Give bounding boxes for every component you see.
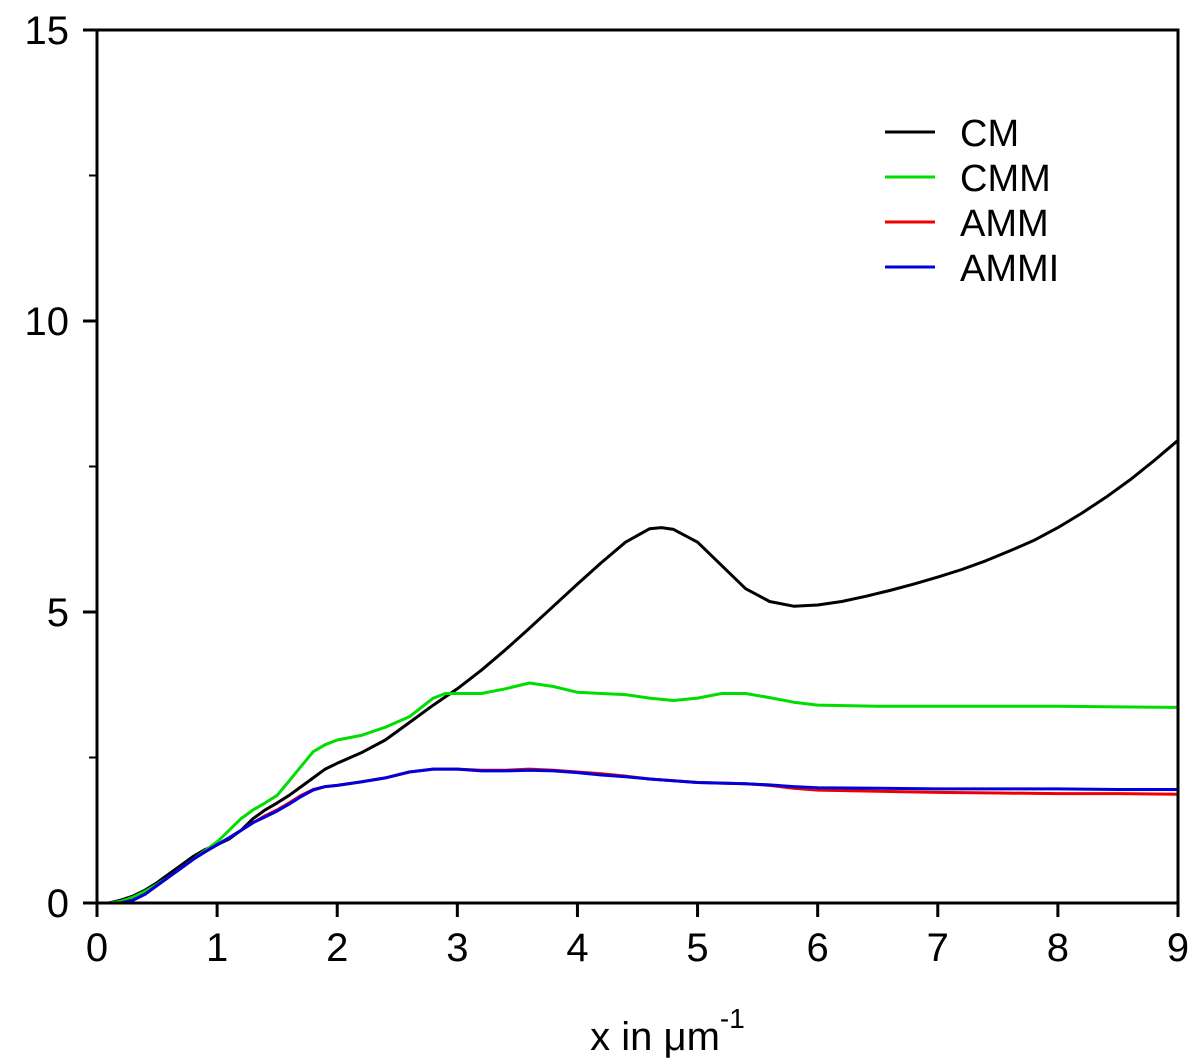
x-axis-label-exponent: -1 — [720, 1003, 745, 1034]
series-line-cm — [95, 438, 1180, 905]
x-axis-label: x in μm-1 — [590, 1003, 745, 1059]
series-layer — [95, 438, 1180, 905]
legend-item-cmm: CMM — [885, 158, 1051, 200]
x-axis-label-mu: μ — [664, 1015, 687, 1059]
legend-item-amm: AMM — [885, 203, 1049, 245]
x-tick-label-8: 8 — [1047, 926, 1069, 970]
x-tick-label-9: 9 — [1167, 926, 1189, 970]
ticks-layer — [83, 28, 1180, 917]
legend-label-ammi: AMMI — [960, 248, 1059, 290]
x-tick-label-5: 5 — [686, 926, 708, 970]
x-axis-label-main: x in — [590, 1015, 663, 1059]
legend-label-cm: CM — [960, 113, 1019, 155]
x-tick-label-2: 2 — [326, 926, 348, 970]
tick-labels-layer: 0 1 2 3 4 5 6 7 8 9 0 5 10 15 — [25, 9, 1190, 970]
y-tick-label-0: 0 — [47, 882, 69, 926]
x-axis-label-unit: m — [687, 1015, 720, 1059]
legend-item-ammi: AMMI — [885, 248, 1059, 290]
y-tick-label-10: 10 — [25, 300, 70, 344]
x-tick-label-6: 6 — [807, 926, 829, 970]
legend-item-cm: CM — [885, 113, 1019, 155]
legend-label-amm: AMM — [960, 203, 1049, 245]
y-tick-label-15: 15 — [25, 9, 70, 53]
x-tick-label-7: 7 — [927, 926, 949, 970]
legend-label-cmm: CMM — [960, 158, 1051, 200]
series-line-ammi — [95, 767, 1180, 905]
y-tick-label-5: 5 — [47, 591, 69, 635]
x-tick-label-4: 4 — [566, 926, 588, 970]
x-tick-label-1: 1 — [206, 926, 228, 970]
x-tick-label-0: 0 — [86, 926, 108, 970]
x-tick-label-3: 3 — [446, 926, 468, 970]
